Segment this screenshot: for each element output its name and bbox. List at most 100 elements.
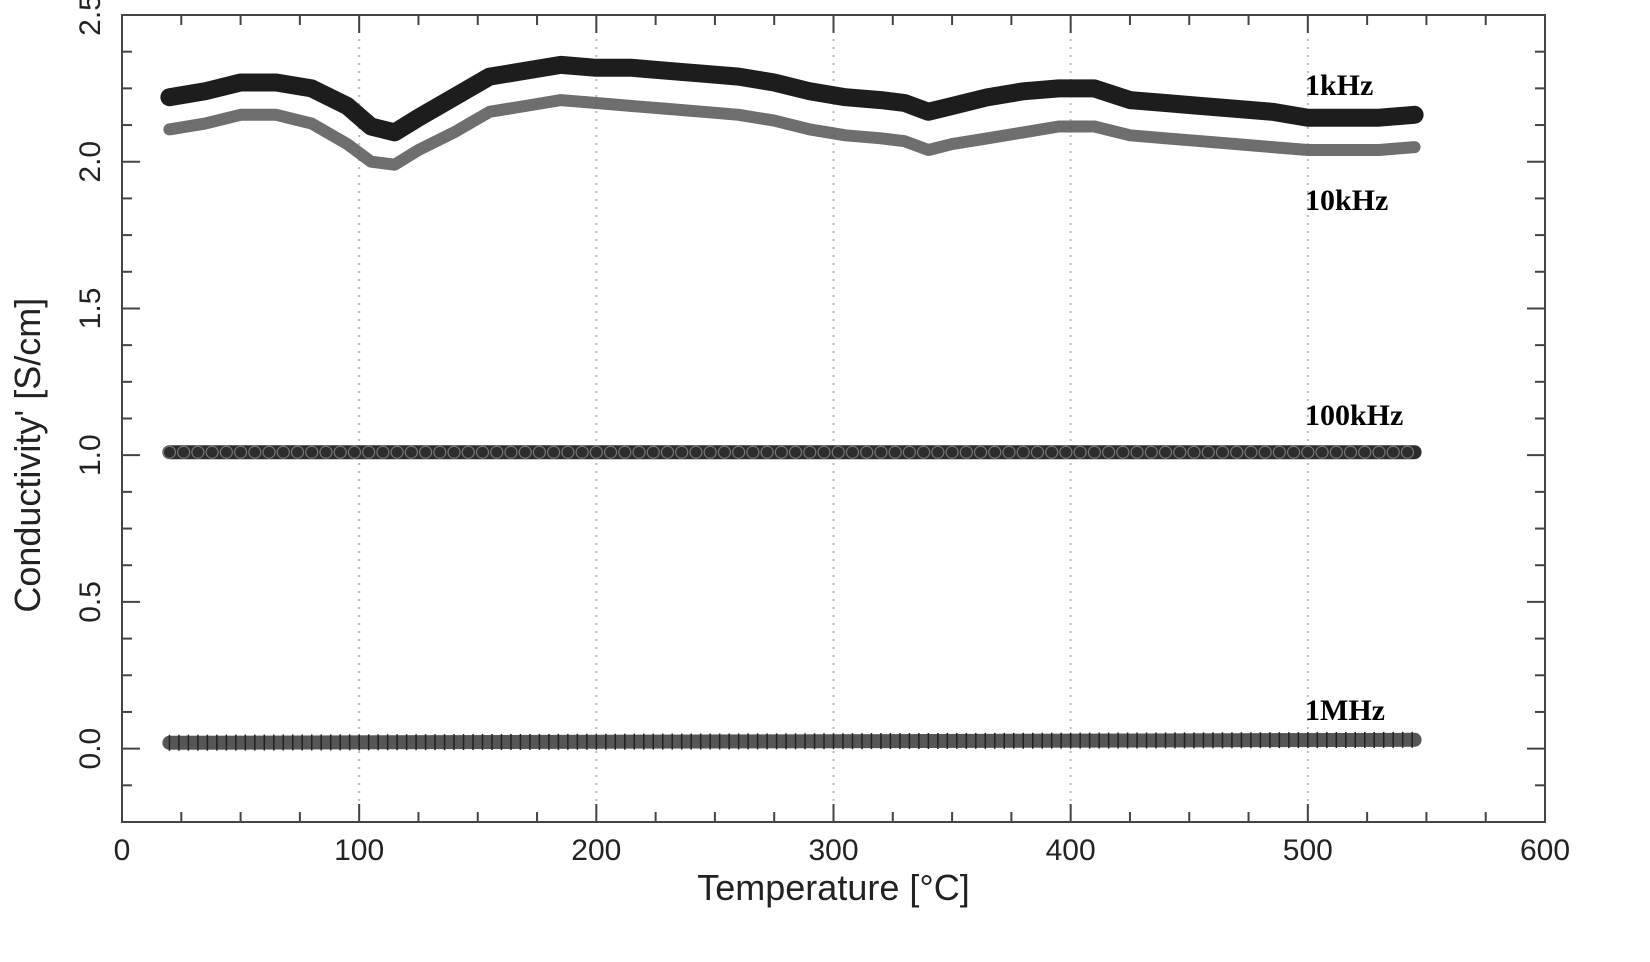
grid-lines (358, 15, 1309, 822)
marker-100kHz (589, 445, 603, 459)
marker-100kHz (162, 445, 177, 459)
marker-100kHz (1002, 445, 1016, 459)
marker-100kHz (319, 445, 333, 459)
axis-ticks (121, 14, 1546, 823)
marker-100kHz (433, 445, 447, 459)
x-tick-label-0: 0 (114, 834, 131, 867)
x-tick-label-400: 400 (1046, 834, 1096, 867)
x-tick-labels: 0 100 200 300 400 500 600 (114, 834, 1570, 867)
series-label-100kHz: 100kHz (1305, 399, 1403, 432)
marker-100kHz (774, 445, 788, 459)
marker-100kHz (1087, 445, 1101, 459)
marker-100kHz (1372, 445, 1386, 459)
marker-100kHz (490, 445, 504, 459)
marker-100kHz (447, 445, 461, 459)
marker-100kHz (376, 445, 390, 459)
marker-100kHz (632, 445, 646, 459)
series-line-1kHz (160, 55, 1424, 142)
marker-100kHz (803, 445, 817, 459)
marker-100kHz (1329, 445, 1343, 459)
marker-100kHz (973, 445, 988, 459)
marker-100kHz (1045, 445, 1059, 459)
marker-100kHz (788, 445, 803, 459)
marker-100kHz (404, 445, 418, 459)
marker-100kHz (902, 445, 916, 459)
marker-100kHz (1016, 445, 1030, 459)
marker-100kHz (717, 445, 732, 459)
y-tick-label-0.5: 0.5 (74, 581, 107, 623)
marker-100kHz (703, 445, 717, 459)
marker-100kHz (1116, 445, 1130, 459)
marker-100kHz (1301, 445, 1315, 459)
series-label-10kHz: 10kHz (1305, 184, 1388, 217)
marker-100kHz (333, 445, 347, 459)
marker-100kHz (860, 445, 874, 459)
x-axis-title: Temperature [°C] (697, 867, 970, 908)
marker-100kHz (276, 445, 290, 459)
marker-100kHz (831, 445, 845, 459)
marker-100kHz (504, 445, 518, 459)
marker-100kHz (575, 445, 589, 459)
marker-100kHz (475, 445, 490, 459)
y-tick-label-0: 0.0 (74, 728, 107, 770)
series-lines (160, 55, 1424, 751)
marker-100kHz (1173, 445, 1187, 459)
marker-100kHz (874, 445, 888, 459)
y-tick-label-2: 2.0 (74, 141, 107, 183)
marker-100kHz (1130, 445, 1144, 459)
marker-100kHz (1187, 445, 1201, 459)
marker-100kHz (1400, 445, 1415, 459)
marker-100kHz (675, 445, 689, 459)
marker-100kHz (1358, 445, 1372, 459)
marker-100kHz (418, 445, 433, 459)
series-line-10kHz (163, 94, 1421, 171)
marker-100kHz (1272, 445, 1286, 459)
marker-100kHz (219, 445, 233, 459)
marker-100kHz (1144, 445, 1158, 459)
marker-100kHz (1315, 445, 1329, 459)
marker-100kHz (1343, 445, 1358, 459)
y-axis-title: Conductivity' [S/cm] (7, 298, 48, 613)
x-tick-label-500: 500 (1283, 834, 1333, 867)
marker-100kHz (959, 445, 973, 459)
marker-100kHz (248, 445, 262, 459)
marker-100kHz (205, 445, 219, 459)
marker-100kHz (191, 445, 205, 459)
marker-100kHz (262, 445, 276, 459)
marker-100kHz (1386, 445, 1400, 459)
marker-100kHz (746, 445, 760, 459)
series-line-1MHz (162, 732, 1422, 750)
marker-100kHz (1258, 445, 1272, 459)
x-tick-label-200: 200 (571, 834, 621, 867)
y-tick-label-1: 1.0 (74, 434, 107, 476)
marker-100kHz (547, 445, 561, 459)
marker-100kHz (233, 445, 248, 459)
marker-100kHz (362, 445, 376, 459)
marker-100kHz (561, 445, 575, 459)
y-tick-labels: 0.0 0.5 1.0 1.5 2.0 2.5 (74, 0, 107, 769)
marker-100kHz (1201, 445, 1215, 459)
marker-100kHz (305, 445, 319, 459)
marker-100kHz (390, 445, 404, 459)
series-label-1MHz: 1MHz (1305, 694, 1385, 727)
marker-100kHz (988, 445, 1002, 459)
marker-100kHz (1059, 445, 1073, 459)
series-labels: 1kHz 10kHz 100kHz 1MHz (1305, 69, 1403, 727)
marker-100kHz (760, 445, 774, 459)
y-tick-label-1.5: 1.5 (74, 288, 107, 330)
x-tick-label-100: 100 (334, 834, 384, 867)
marker-100kHz (689, 445, 703, 459)
series-markers (162, 445, 1415, 751)
marker-100kHz (347, 445, 362, 459)
marker-100kHz (917, 445, 931, 459)
marker-100kHz (518, 445, 532, 459)
marker-100kHz (532, 445, 547, 459)
marker-100kHz (732, 445, 746, 459)
marker-100kHz (1030, 445, 1045, 459)
marker-100kHz (646, 445, 660, 459)
marker-100kHz (945, 445, 959, 459)
marker-100kHz (1158, 445, 1173, 459)
marker-100kHz (618, 445, 632, 459)
marker-100kHz (290, 445, 305, 459)
